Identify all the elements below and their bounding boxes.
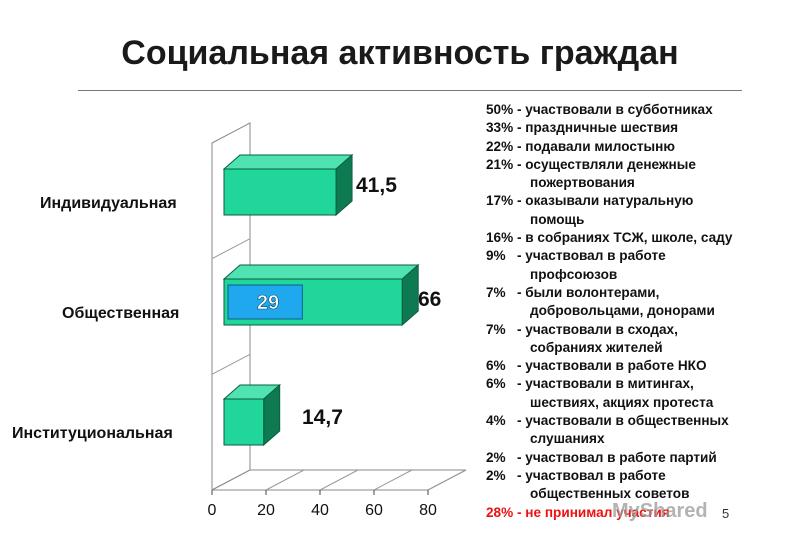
floor-gridline [373, 469, 413, 491]
bar-top-face [222, 264, 420, 280]
wall-gridline [211, 238, 251, 260]
legend-text-continuation: профсоюзов [530, 266, 618, 282]
legend-text: участвовали в работе НКО [525, 358, 707, 374]
inner-segment-bar [227, 284, 303, 320]
legend-text: участвовал в работе [525, 248, 666, 264]
legend-text: участвовал в работе партий [525, 449, 717, 465]
category-label: Институциональная [12, 425, 173, 442]
legend-percent: 7% - [486, 284, 526, 300]
legend-item: 28% - не принимал участия [486, 504, 786, 522]
legend-text-continuation: собраниях жителей [530, 339, 663, 355]
floor-gridline [265, 469, 305, 491]
page-number: 5 [722, 506, 730, 521]
title-divider [78, 90, 742, 91]
legend-text: праздничные шествия [525, 120, 679, 136]
bar-top-face [222, 154, 354, 170]
x-tick-label: 20 [257, 502, 275, 519]
legend-percent: 9% - [486, 248, 526, 264]
floor-gridline [427, 469, 467, 491]
legend-percent: 21% - [486, 156, 526, 172]
legend-text-continuation: помощь [530, 211, 585, 227]
legend-item: 2% - участвовал в работе партий [486, 449, 786, 467]
legend-item: 2% - участвовал в работе [486, 467, 786, 485]
legend-percent: 22% - [486, 138, 526, 154]
legend-text: участвовали в митингах, [525, 376, 694, 392]
x-tick-label: 0 [208, 502, 217, 519]
legend-item: 6% - участвовали в митингах, [486, 375, 786, 393]
legend-text: подавали милостыню [525, 138, 675, 154]
watermark: MyShared [612, 500, 708, 522]
legend-text-continuation: пожертвования [530, 175, 635, 191]
legend-text: участвовали в общественных [525, 413, 729, 429]
legend-text: были волонтерами, [525, 284, 660, 300]
bar-value-label: 66 [418, 288, 441, 311]
legend-percent: 16% - [486, 230, 526, 246]
legend-item: 50% - участвовали в субботниках [486, 101, 786, 119]
category-label: Общественная [62, 305, 179, 322]
bar-value-label: 41,5 [356, 174, 397, 197]
legend-text: осуществляли денежные [525, 156, 696, 172]
legend-text-continuation: слушаниях [530, 431, 605, 447]
legend-text: не принимал участия [525, 504, 670, 520]
legend-percent: 50% - [486, 102, 526, 117]
x-tick-label: 60 [365, 502, 383, 519]
legend-percent: 33% - [486, 120, 526, 136]
legend-text-continuation: добровольцами, донорами [530, 303, 715, 319]
bar-1 [223, 168, 337, 216]
legend-item: 7% - участвовали в сходах, [486, 321, 786, 339]
legend-item: 22% - подавали милостыню [486, 138, 786, 156]
legend-percent: 17% - [486, 193, 526, 209]
slide-title: Социальная активность граждан [121, 34, 679, 72]
bar-3 [223, 398, 265, 446]
x-tick-label: 40 [311, 502, 329, 519]
legend-item: 17% - оказывали натуральную [486, 192, 786, 210]
legend-percent: 6% - [486, 376, 526, 392]
wall-gridline [211, 353, 251, 375]
bar-value-label: 14,7 [302, 406, 343, 429]
legend-text: участвовали в сходах, [525, 321, 678, 337]
legend-text: оказывали натуральную [525, 193, 694, 209]
legend-item: 7% - были волонтерами, [486, 284, 786, 302]
legend-item: 9% - участвовал в работе [486, 247, 786, 265]
legend-percent: 4% - [486, 413, 526, 429]
legend-percent: 2% - [486, 467, 526, 483]
legend-item: 33% - праздничные шествия [486, 119, 786, 137]
legend-item: 21% - осуществляли денежные [486, 156, 786, 174]
legend-text: в собраниях ТСЖ, школе, саду [525, 230, 733, 246]
participation-legend: 50% - участвовали в субботниках 33% - пра… [486, 101, 786, 522]
x-tick-label: 80 [419, 502, 437, 519]
legend-item: 4% - участвовали в общественных [486, 412, 786, 430]
legend-percent: 6% - [486, 358, 526, 374]
legend-text-continuation: общественных советов [530, 486, 690, 502]
legend-percent: 2% - [486, 449, 526, 465]
legend-percent: 28% - [486, 504, 526, 520]
floor-gridline [319, 469, 359, 491]
category-label: Индивидуальная [40, 195, 177, 212]
legend-text: участвовал в работе [525, 467, 666, 483]
inner-segment-label: 29 [257, 292, 279, 314]
legend-item: 6% - участвовали в работе НКО [486, 357, 786, 375]
legend-text: участвовали в субботниках [525, 102, 713, 117]
legend-percent: 7% - [486, 321, 526, 337]
legend-item: 16% - в собраниях ТСЖ, школе, саду [486, 229, 786, 247]
legend-text-continuation: шествиях, акциях протеста [530, 394, 714, 410]
